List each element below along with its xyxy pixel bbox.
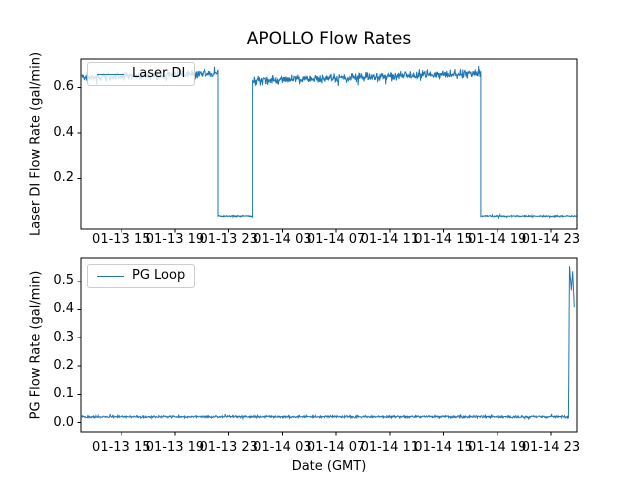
y-tick-label: 0.5: [53, 273, 74, 289]
y-tick-label: 0.1: [53, 386, 74, 402]
y-tick-label: 0.0: [53, 414, 74, 430]
pg-loop-legend-label: PG Loop: [132, 268, 186, 283]
y-tick-label: 0.4: [53, 301, 74, 317]
y-tick-label: 0.4: [53, 124, 74, 140]
x-tick-label: 01-14 03: [253, 440, 312, 455]
laser-di-legend-line-icon: [97, 73, 124, 75]
axes-frame: [80, 58, 578, 230]
x-tick-label: 01-14 23: [521, 440, 581, 455]
x-tick-label: 01-13 19: [145, 440, 205, 455]
chart-title: APOLLO Flow Rates: [246, 29, 412, 49]
axes-frame: [80, 257, 578, 433]
y-tick-label: 0.2: [53, 358, 74, 374]
laser-di-legend-label: Laser DI: [132, 66, 186, 81]
x-tick-label: 01-14 07: [306, 440, 366, 455]
x-axis-label: Date (GMT): [291, 459, 367, 474]
x-tick-label: 01-13 23: [199, 232, 258, 247]
y-tick-label: 0.6: [53, 79, 74, 95]
x-tick-label: 01-14 15: [414, 440, 473, 455]
x-tick-label: 01-14 11: [360, 440, 420, 455]
x-tick-label: 01-14 23: [521, 232, 581, 247]
x-tick-label: 01-14 11: [360, 232, 420, 247]
x-tick-label: 01-14 07: [306, 232, 366, 247]
laser-di-line-series: [81, 65, 577, 220]
x-tick-label: 01-13 23: [199, 440, 258, 455]
x-tick-label: 01-13 19: [145, 232, 205, 247]
x-tick-label: 01-14 15: [414, 232, 473, 247]
y-tick-label: 0.3: [53, 329, 74, 345]
x-tick-label: 01-14 03: [253, 232, 312, 247]
y-tick-label: 0.2: [53, 170, 74, 186]
pg-loop-legend-line-icon: [97, 275, 124, 277]
x-tick-label: 01-13 15: [92, 440, 151, 455]
pg-loop-legend: PG Loop: [87, 264, 196, 288]
x-tick-label: 01-14 19: [468, 232, 527, 247]
x-tick-label: 01-14 19: [468, 440, 527, 455]
pg-loop-line-series: [81, 266, 575, 421]
laser-di-legend: Laser DI: [87, 62, 196, 86]
x-tick-label: 01-13 15: [92, 232, 151, 247]
